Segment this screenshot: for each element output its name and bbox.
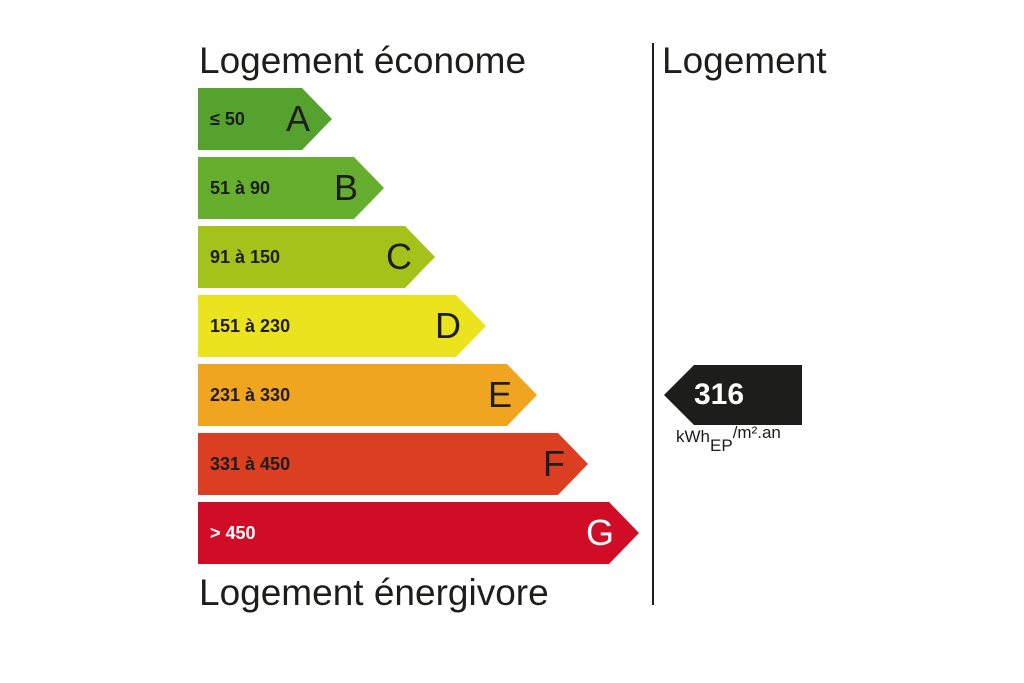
band-d-letter: D: [435, 305, 461, 346]
band-a-range: ≤ 50: [210, 109, 245, 129]
band-b-arrow: [198, 157, 384, 219]
unit-subscript: EP: [710, 436, 733, 455]
band-e: 231 à 330 E: [198, 364, 537, 426]
consumption-unit: kWhEP/m².an: [676, 423, 781, 455]
band-b: 51 à 90 B: [198, 157, 384, 219]
band-c: 91 à 150 C: [198, 226, 435, 288]
band-e-letter: E: [488, 374, 513, 415]
consumption-value: 316: [694, 378, 745, 411]
band-f-letter: F: [543, 443, 565, 484]
band-e-arrow: [198, 364, 537, 426]
band-c-arrow: [198, 226, 435, 288]
band-g-range: > 450: [210, 523, 256, 543]
band-g-arrow: [198, 502, 639, 564]
band-b-range: 51 à 90: [210, 178, 271, 198]
consumption-arrow: [664, 365, 802, 425]
band-a: ≤ 50 A: [198, 88, 332, 150]
band-f-range: 331 à 450: [210, 454, 291, 474]
band-d: 151 à 230 D: [198, 295, 486, 357]
column-divider: [652, 43, 654, 605]
column-heading: Logement: [662, 40, 827, 81]
band-f: 331 à 450 F: [198, 433, 588, 495]
consumption-marker: 316: [664, 365, 802, 425]
band-d-range: 151 à 230: [210, 316, 291, 336]
band-a-letter: A: [286, 98, 311, 139]
band-c-letter: C: [386, 236, 412, 277]
band-c-range: 91 à 150: [210, 247, 281, 267]
bottom-heading: Logement énergivore: [199, 572, 549, 613]
unit-main: kWh: [676, 427, 710, 446]
band-a-arrow: [198, 88, 332, 150]
band-g-letter: G: [586, 512, 615, 553]
band-e-range: 231 à 330: [210, 385, 291, 405]
band-d-arrow: [198, 295, 486, 357]
band-f-arrow: [198, 433, 588, 495]
unit-tail: /m².an: [732, 423, 781, 442]
band-g: > 450 G: [198, 502, 639, 564]
top-heading: Logement économe: [199, 40, 527, 81]
band-b-letter: B: [334, 167, 359, 208]
